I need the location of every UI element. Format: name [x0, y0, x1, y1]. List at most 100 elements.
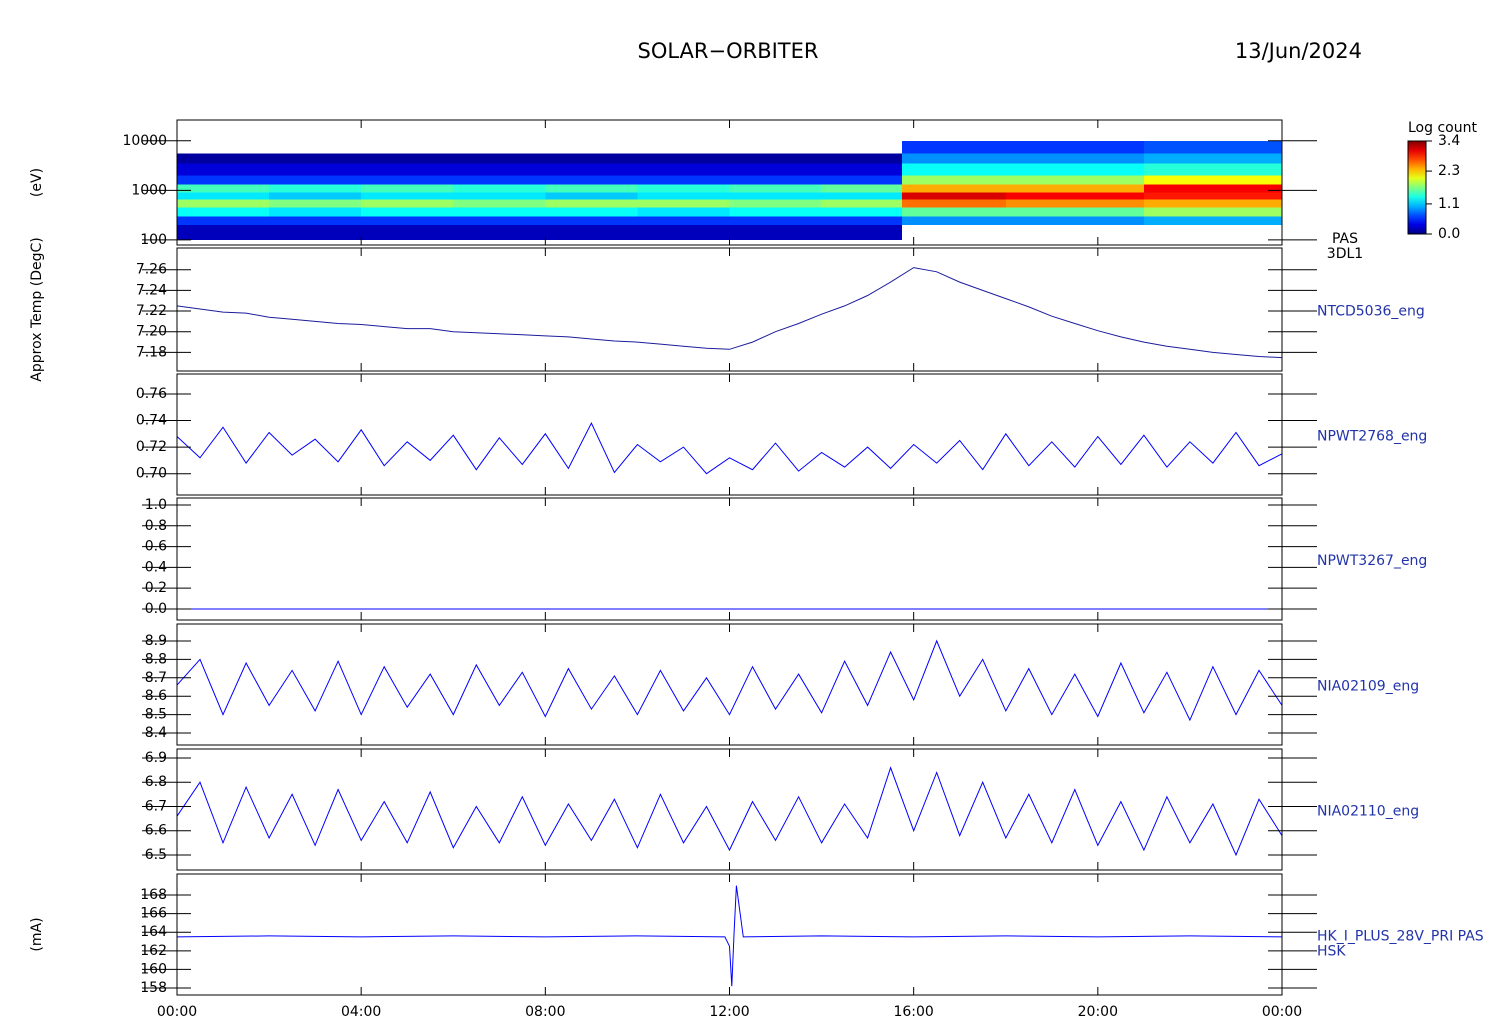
spectrogram-cell	[729, 153, 822, 164]
instrument-label: PAS	[1332, 231, 1358, 247]
spectrogram-cell	[177, 225, 270, 240]
series-label: HK_I_PLUS_28V_PRI PAS	[1317, 929, 1484, 945]
spectrogram-cell	[729, 207, 822, 217]
spectrogram-cell	[545, 175, 638, 185]
spectrogram-cell	[1005, 199, 1144, 208]
spectrogram-cell	[821, 163, 903, 176]
spectrogram-cell	[821, 216, 903, 226]
spectrogram-cell	[1005, 153, 1144, 164]
spectrogram-cell	[637, 225, 730, 240]
spectrogram-cell	[821, 192, 903, 200]
spectrogram-cell	[729, 192, 822, 200]
data-line	[176, 422, 1283, 475]
x-tick-label: 04:00	[341, 1004, 381, 1020]
panel-frame	[176, 623, 1283, 746]
spectrogram-cell	[1143, 199, 1282, 208]
series-label: NIA02109_eng	[1317, 679, 1419, 695]
spectrogram-cell	[902, 153, 1006, 164]
spectrogram-cell	[453, 163, 546, 176]
spectrogram-cell	[177, 184, 270, 193]
spectrogram-cell	[637, 153, 730, 164]
colorbar-tick-label: 2.3	[1438, 163, 1460, 179]
spectrogram-cell	[902, 216, 1006, 226]
spectrogram-cell	[729, 199, 822, 208]
spectrogram-cell	[269, 153, 362, 164]
panel-frame	[176, 373, 1283, 496]
spectrogram-cell	[177, 199, 270, 208]
spectrogram-cell	[1143, 153, 1282, 164]
spectrogram-cell	[545, 184, 638, 193]
chart-title: SOLAR−ORBITER	[637, 39, 818, 63]
spectrogram-cell	[453, 184, 546, 193]
panel-frame	[176, 873, 1283, 996]
spectrogram-cell	[729, 163, 822, 176]
spectrogram-cell	[637, 199, 730, 208]
spectrogram-cell	[729, 184, 822, 193]
spectrogram-cell	[269, 192, 362, 200]
spectrogram-cell	[453, 192, 546, 200]
spectrogram-cell	[821, 153, 903, 164]
series-label: NTCD5036_eng	[1317, 304, 1425, 320]
spectrogram-cell	[269, 163, 362, 176]
spectrogram-cell	[1005, 140, 1144, 154]
spectrogram-cell	[545, 207, 638, 217]
spectrogram-cell	[1143, 192, 1282, 200]
spectrogram-cell	[545, 225, 638, 240]
spectrogram-cell	[453, 207, 546, 217]
spectrogram-cell	[453, 199, 546, 208]
panel-frame	[176, 247, 1283, 372]
data-line	[176, 639, 1283, 722]
spectrogram-cell	[1005, 216, 1144, 226]
x-tick-label: 08:00	[525, 1004, 565, 1020]
spectrogram-cell	[902, 184, 1006, 193]
colorbar	[1407, 140, 1427, 235]
spectrogram-cell	[821, 184, 903, 193]
spectrogram-cell	[453, 153, 546, 164]
series-label: NPWT3267_eng	[1317, 553, 1427, 569]
spectrogram-cell	[453, 216, 546, 226]
spectrogram-cell	[177, 153, 270, 164]
spectrogram-cell	[1005, 207, 1144, 217]
spectrogram-cell	[821, 207, 903, 217]
spectrogram-cell	[545, 153, 638, 164]
spectrogram-cell	[637, 175, 730, 185]
x-tick-label: 20:00	[1078, 1004, 1118, 1020]
spectrogram-cell	[361, 175, 454, 185]
spectrogram-cell	[545, 216, 638, 226]
spectrogram-cell	[269, 175, 362, 185]
spectrogram-cell	[1143, 216, 1282, 226]
spectrogram-cell	[453, 175, 546, 185]
spectrogram-cell	[821, 199, 903, 208]
x-tick-label: 12:00	[709, 1004, 749, 1020]
series-label: NIA02110_eng	[1317, 804, 1419, 820]
spectrogram-cell	[1005, 192, 1144, 200]
spectrogram-cell	[177, 207, 270, 217]
spectrogram-cell	[177, 192, 270, 200]
spectrogram-cell	[902, 199, 1006, 208]
colorbar-tick-label: 0.0	[1438, 226, 1460, 242]
data-line	[176, 885, 1283, 987]
spectrogram-cell	[637, 192, 730, 200]
colorbar-tick-label: 3.4	[1438, 133, 1460, 149]
spectrogram-cell	[361, 207, 454, 217]
x-tick-label: 16:00	[893, 1004, 933, 1020]
spectrogram-cell	[361, 216, 454, 226]
spectrogram-cell	[902, 207, 1006, 217]
spectrogram-cell	[269, 207, 362, 217]
data-line	[176, 766, 1283, 857]
instrument-label: 3DL1	[1327, 246, 1363, 262]
spectrogram-cell	[637, 216, 730, 226]
spectrogram-cell	[902, 140, 1006, 154]
spectrogram-cell	[1005, 163, 1144, 176]
spectrogram-cell	[269, 184, 362, 193]
x-tick-label: 00:00	[1262, 1004, 1302, 1020]
spectrogram-cell	[361, 199, 454, 208]
spectrogram-cell	[269, 199, 362, 208]
series-label: HSK	[1317, 944, 1346, 960]
colorbar-title: Log count	[1408, 120, 1477, 136]
series-label: NPWT2768_eng	[1317, 429, 1427, 445]
spectrogram-cell	[269, 216, 362, 226]
data-line	[176, 267, 1283, 359]
spectrogram-cell	[637, 163, 730, 176]
